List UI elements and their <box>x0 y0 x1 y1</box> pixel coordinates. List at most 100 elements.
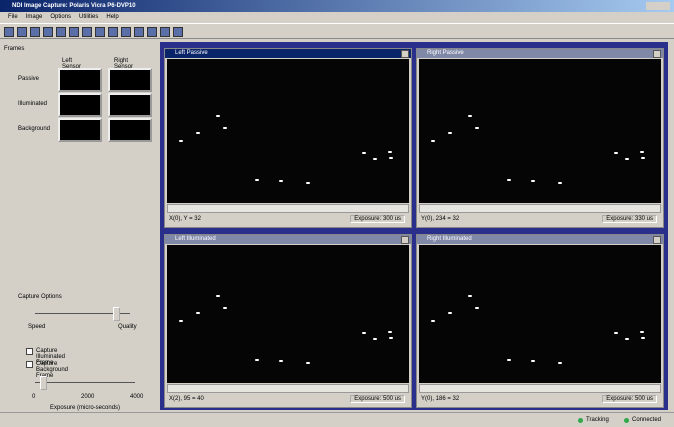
exposure-tick-label: 4000 <box>130 394 144 400</box>
checkbox-label: Capture Illuminated Frame <box>36 348 66 366</box>
marker-dot <box>448 312 452 314</box>
marker-dot <box>507 359 511 361</box>
exposure-readout: Exposure: 300 us <box>350 215 405 223</box>
frames-label: Frames <box>4 46 25 52</box>
sensor-image <box>167 59 409 203</box>
menu-item[interactable]: Options <box>50 14 72 20</box>
scrollbar[interactable] <box>419 384 661 393</box>
marker-dot <box>468 295 472 297</box>
toolbar-button[interactable] <box>147 27 157 37</box>
exposure-tick-label: 2000 <box>81 394 95 400</box>
checkbox[interactable] <box>26 348 33 355</box>
menu-item[interactable]: Image <box>25 14 43 20</box>
toolbar-button[interactable] <box>95 27 105 37</box>
frame-thumbnail[interactable] <box>108 93 152 117</box>
image-view: Right Passive Y(0), 234 = 32 Exposure: 330… <box>416 48 664 228</box>
exposure-readout: Exposure: 330 us <box>602 215 657 223</box>
slider-thumb[interactable] <box>40 376 47 390</box>
position-readout: Y(0), 234 = 32 <box>421 216 460 222</box>
marker-dot <box>179 320 183 322</box>
toolbar-button[interactable] <box>56 27 66 37</box>
menu-item[interactable]: Help <box>106 14 119 20</box>
exposure-label: Exposure (micro-seconds) <box>50 405 121 411</box>
marker-dot <box>475 127 479 129</box>
toolbar-button[interactable] <box>160 27 170 37</box>
position-readout: X(2), 95 = 40 <box>169 396 204 402</box>
slider-thumb[interactable] <box>113 307 120 321</box>
marker-dot <box>388 331 392 333</box>
frame-thumbnail[interactable] <box>108 118 152 142</box>
quality-slider[interactable] <box>35 313 130 314</box>
window-controls[interactable] <box>646 2 670 10</box>
toolbar-button[interactable] <box>69 27 79 37</box>
marker-dot <box>255 179 259 181</box>
toolbar-button[interactable] <box>4 27 14 37</box>
status-bar: Tracking Connected <box>0 412 674 427</box>
exposure-tick-label: 0 <box>32 394 36 400</box>
frame-thumbnail[interactable] <box>108 68 152 92</box>
marker-dot <box>279 180 283 182</box>
close-button[interactable] <box>401 50 409 58</box>
close-button[interactable] <box>401 236 409 244</box>
marker-dot <box>306 182 310 184</box>
image-view: Left Passive X(0), Y = 32 Exposure: 300 us <box>164 48 412 228</box>
marker-dot <box>255 359 259 361</box>
frame-thumbnail[interactable] <box>58 93 102 117</box>
toolbar-button[interactable] <box>43 27 53 37</box>
marker-dot <box>640 151 644 153</box>
marker-dot <box>448 132 452 134</box>
marker-dot <box>362 332 366 334</box>
toolbar-button[interactable] <box>82 27 92 37</box>
marker-dot <box>468 115 472 117</box>
toolbar-button[interactable] <box>173 27 183 37</box>
speed-label: Speed <box>28 324 46 330</box>
marker-dot <box>223 127 227 129</box>
marker-dot <box>373 338 377 340</box>
scrollbar[interactable] <box>167 204 409 213</box>
frame-thumbnail[interactable] <box>58 118 102 142</box>
column-header: Right Sensor <box>114 58 134 70</box>
window-title: NDI Image Capture: Polaris Vicra P6-DVP1… <box>12 3 136 9</box>
marker-dot <box>641 337 645 339</box>
checkbox[interactable] <box>26 361 33 368</box>
marker-dot <box>558 182 562 184</box>
marker-dot <box>196 132 200 134</box>
marker-dot <box>641 157 645 159</box>
toolbar-button[interactable] <box>121 27 131 37</box>
marker-dot <box>475 307 479 309</box>
toolbar-button[interactable] <box>30 27 40 37</box>
marker-dot <box>625 338 629 340</box>
marker-dot <box>389 157 393 159</box>
close-button[interactable] <box>653 236 661 244</box>
toolbar-button[interactable] <box>17 27 27 37</box>
toolbar-button[interactable] <box>108 27 118 37</box>
position-readout: Y(0), 186 = 32 <box>421 396 460 402</box>
image-view: Left Illuminated X(2), 95 = 40 Exposure: 5… <box>164 234 412 408</box>
scrollbar[interactable] <box>419 204 661 213</box>
sensor-image <box>419 245 661 383</box>
marker-dot <box>216 115 220 117</box>
view-title-bar: Right Illuminated <box>417 235 663 244</box>
view-area: Left Passive X(0), Y = 32 Exposure: 300 us… <box>160 42 668 410</box>
marker-dot <box>362 152 366 154</box>
status-led <box>624 418 629 423</box>
menu-item[interactable]: File <box>8 14 18 20</box>
marker-dot <box>388 151 392 153</box>
marker-dot <box>179 140 183 142</box>
exposure-slider[interactable] <box>35 382 135 383</box>
close-button[interactable] <box>653 50 661 58</box>
row-label: Background <box>18 126 51 132</box>
sensor-image <box>167 245 409 383</box>
exposure-readout: Exposure: 500 us <box>350 395 405 403</box>
marker-dot <box>373 158 377 160</box>
column-header: Left Sensor <box>62 58 82 70</box>
capture-options-label: Capture Options <box>18 294 62 300</box>
menu-item[interactable]: Utilities <box>79 14 99 20</box>
scrollbar[interactable] <box>167 384 409 393</box>
marker-dot <box>389 337 393 339</box>
frame-thumbnail[interactable] <box>58 68 102 92</box>
menu-bar: File Image Options Utilities Help <box>0 12 674 22</box>
view-title-bar: Left Passive <box>165 49 411 58</box>
toolbar-button[interactable] <box>134 27 144 37</box>
